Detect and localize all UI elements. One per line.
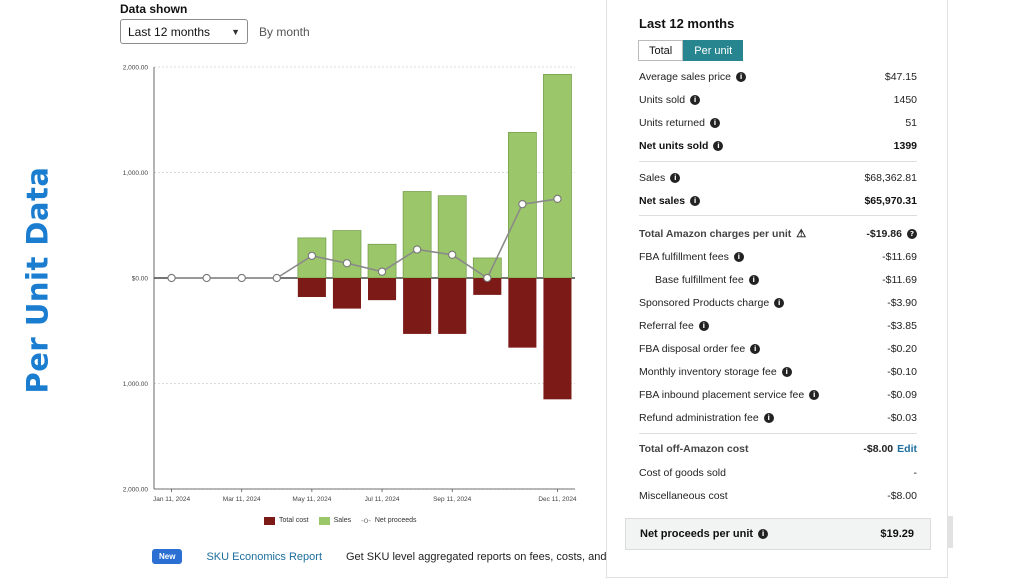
y-tick-label: 2,000.00 [123, 65, 149, 72]
edit-link[interactable]: Edit [897, 443, 917, 455]
panel-title: Last 12 months [639, 16, 735, 31]
net-proceeds-point [483, 273, 492, 283]
bar-total-cost [473, 278, 502, 295]
x-tick-label: Sep 11, 2024 [433, 496, 472, 503]
bar-sales [332, 230, 362, 279]
info-icon[interactable]: i [809, 390, 820, 400]
info-icon[interactable]: i [748, 275, 759, 285]
range-select[interactable]: Last 12 months ▼ [120, 19, 248, 44]
toggle-per-unit-button[interactable]: Per unit [683, 40, 744, 61]
divider [639, 433, 917, 434]
data-shown-label: Data shown [120, 2, 188, 16]
view-toggle: Total Per unit [638, 40, 744, 61]
net-proceeds-point [553, 194, 562, 204]
by-month-label: By month [259, 25, 310, 39]
net-proceeds-point [167, 273, 176, 283]
row-sponsored-products: Sponsored Products charge i -$3.90 [639, 297, 917, 309]
info-icon[interactable]: i [709, 118, 720, 128]
info-icon[interactable]: i [733, 252, 744, 262]
row-fba-disposal: FBA disposal order fee i -$0.20 [639, 343, 917, 355]
info-icon[interactable]: i [781, 367, 792, 377]
row-total-amazon-charges: Total Amazon charges per unit ⚠ -$19.86? [639, 227, 917, 240]
net-proceeds-point [237, 273, 246, 283]
row-fba-fulfillment-fees: FBA fulfillment fees i -$11.69 [639, 251, 917, 263]
y-tick-label: $0.00 [132, 276, 149, 283]
info-icon[interactable]: i [763, 413, 774, 423]
bar-sales [437, 195, 467, 279]
sku-description: Get SKU level aggregated reports on fees… [346, 550, 607, 563]
side-title: Per Unit Data [20, 166, 54, 394]
chevron-down-icon: ▼ [231, 26, 240, 37]
net-proceeds-point [272, 273, 281, 283]
info-icon[interactable]: i [713, 141, 724, 151]
scrollbar[interactable] [948, 516, 953, 548]
row-referral-fee: Referral fee i -$3.85 [639, 320, 917, 332]
bar-total-cost [297, 278, 326, 297]
net-proceeds-point [518, 199, 527, 209]
chart: 2,000.00 1,000.00 $0.00 1,000.00 2,000.00 Jan… [123, 65, 577, 504]
sku-economics-link[interactable]: SKU Economics Report [206, 550, 322, 563]
divider [639, 161, 917, 162]
y-tick-label: 1,000.00 [123, 381, 149, 388]
legend-total-cost: Total cost [264, 516, 309, 525]
x-tick-label: Mar 11, 2024 [223, 496, 261, 503]
bar-total-cost [403, 278, 432, 334]
footer-row: New SKU Economics Report Get SKU level a… [152, 549, 606, 564]
warning-icon[interactable]: ⚠ [796, 228, 807, 240]
row-base-fulfillment-fee: Base fulfillment fee i -$11.69 [655, 274, 917, 286]
row-average-sales-price: Average sales price i $47.15 [639, 71, 917, 83]
net-proceeds-value: $19.29 [880, 528, 914, 540]
x-tick-label: May 11, 2024 [292, 496, 331, 503]
info-icon[interactable]: i [670, 173, 681, 183]
y-tick-label: 2,000.00 [123, 487, 149, 494]
bar-total-cost [368, 278, 397, 301]
range-select-value: Last 12 months [128, 24, 211, 39]
info-icon[interactable]: i [750, 344, 761, 354]
bar-total-cost [508, 278, 537, 348]
y-tick-label: 1,000.00 [123, 170, 149, 177]
bar-total-cost [332, 278, 361, 309]
bar-sales [402, 191, 432, 279]
summary-panel: Last 12 months Total Per unit Average sa… [606, 0, 948, 578]
net-proceeds-point [202, 273, 211, 283]
toggle-total-button[interactable]: Total [638, 40, 684, 61]
net-proceeds-point [342, 259, 352, 268]
info-icon[interactable]: i [690, 95, 701, 105]
help-icon[interactable]: ? [907, 228, 917, 239]
row-cost-of-goods: Cost of goods sold - [639, 467, 917, 479]
bar-total-cost [438, 278, 467, 334]
divider [639, 215, 917, 216]
chart-legend: Total cost Sales -o- Net proceeds [264, 516, 417, 525]
x-tick-label: Jan 11, 2024 [153, 496, 190, 503]
net-proceeds-label: Net proceeds per unit [640, 528, 754, 540]
info-icon[interactable]: i [736, 72, 747, 82]
info-icon[interactable]: i [690, 196, 701, 206]
x-tick-label: Jul 11, 2024 [365, 496, 400, 503]
x-tick-label: Dec 11, 2024 [538, 496, 577, 503]
new-badge: New [152, 549, 183, 564]
net-proceeds-line [171, 198, 558, 280]
net-proceeds-point [448, 250, 457, 259]
info-icon[interactable]: i [774, 298, 785, 308]
net-proceeds-point [307, 251, 317, 260]
row-total-off-amazon: Total off-Amazon cost -$8.00 Edit [639, 443, 917, 455]
net-proceeds-point [377, 267, 387, 276]
row-sales: Sales i $68,362.81 [639, 172, 917, 184]
legend-sales: Sales [318, 516, 351, 525]
legend-net-proceeds: -o- Net proceeds [361, 516, 417, 525]
row-net-sales: Net sales i $65,970.31 [639, 195, 917, 207]
net-proceeds-point [412, 245, 422, 254]
row-units-returned: Units returned i 51 [639, 117, 917, 129]
row-units-sold: Units sold i 1450 [639, 94, 917, 106]
info-icon[interactable]: i [758, 529, 769, 539]
net-proceeds-box: Net proceeds per unit i $19.29 [625, 518, 931, 550]
bar-sales [543, 74, 572, 279]
bar-total-cost [543, 278, 572, 400]
row-misc-cost: Miscellaneous cost -$8.00 [639, 490, 917, 502]
row-monthly-storage: Monthly inventory storage fee i -$0.10 [639, 366, 917, 378]
row-inbound-placement: FBA inbound placement service fee i -$0.0… [639, 389, 917, 401]
info-icon[interactable]: i [698, 321, 709, 331]
row-net-units-sold: Net units sold i 1399 [639, 140, 917, 152]
row-refund-admin: Refund administration fee i -$0.03 [639, 412, 917, 424]
